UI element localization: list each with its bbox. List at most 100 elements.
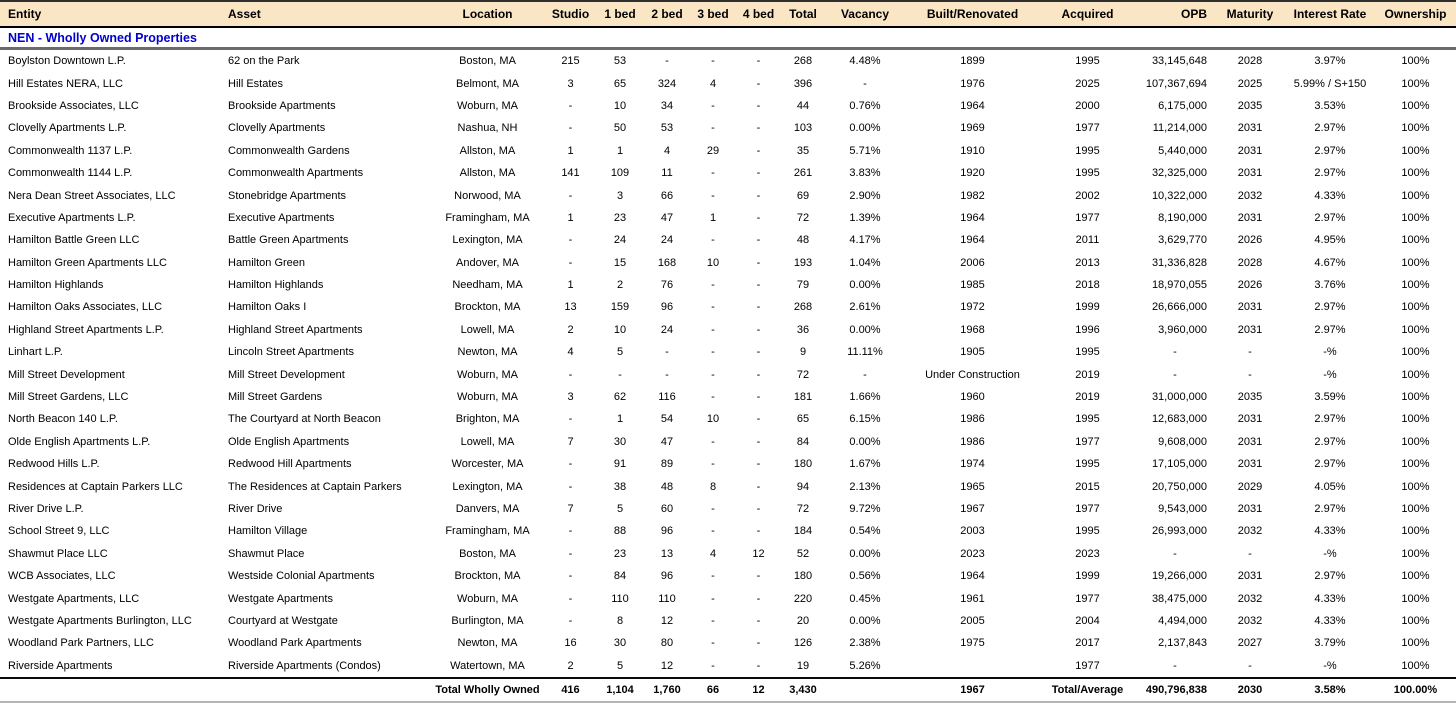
cell-bed3: -	[711, 189, 715, 202]
cell-maturity: -	[1248, 547, 1252, 560]
cell-interest_rate: 2.97%	[1314, 211, 1346, 224]
cell-bed3: -	[711, 368, 715, 381]
cell-studio: 3	[567, 77, 574, 90]
cell-bed1: 109	[610, 167, 630, 180]
cell-bed3: -	[711, 435, 715, 448]
cell-acquired: 1977	[1075, 659, 1100, 672]
cell-ownership: 100%	[1401, 144, 1430, 157]
cell-interest_rate: 4.33%	[1314, 189, 1346, 202]
cell-bed4: -	[756, 279, 761, 292]
cell-ownership: 100%	[1401, 77, 1430, 90]
cell-ownership: 100%	[1401, 592, 1430, 605]
cell-studio: 1	[567, 144, 574, 157]
cell-location: Boston, MA	[459, 547, 516, 560]
cell-location: Woburn, MA	[457, 99, 518, 112]
cell-bed1: 10	[613, 99, 627, 112]
cell-vacancy: 1.67%	[849, 458, 881, 471]
cell-interest_rate: 3.97%	[1314, 55, 1346, 68]
cell-entity: WCB Associates, LLC	[8, 570, 116, 583]
cell-built_renovated: 1967	[960, 503, 985, 515]
cell-built_renovated: 1965	[960, 480, 985, 493]
cell-vacancy: 0.00%	[849, 323, 881, 336]
cell-bed2: 12	[660, 614, 674, 627]
cell-bed1: 50	[613, 122, 627, 135]
cell-total: 35	[796, 144, 810, 157]
cell-total: 44	[796, 99, 810, 112]
cell-interest_rate: 2.97%	[1314, 458, 1346, 471]
cell-ownership: 100%	[1401, 547, 1430, 560]
table-row: Woodland Park Partners, LLC Woodland Park…	[0, 632, 1456, 654]
cell-entity: Hamilton Green Apartments LLC	[8, 256, 167, 269]
cell-bed4: -	[756, 211, 761, 224]
cell-bed4: -	[756, 256, 761, 269]
cell-location: Needham, MA	[452, 279, 523, 292]
cell-total: 180	[793, 458, 813, 471]
cell-opb: 12,683,000	[1151, 413, 1207, 426]
cell-asset: Commonwealth Gardens	[228, 144, 350, 157]
cell-opb: -	[1173, 346, 1177, 359]
cell-bed3: 8	[709, 480, 717, 493]
cell-total: 268	[793, 55, 813, 68]
cell-asset: Executive Apartments	[228, 211, 335, 224]
cell-opb: 38,475,000	[1151, 592, 1207, 605]
cell-built_renovated: 1967	[905, 676, 1040, 703]
cell-bed2: 24	[660, 323, 674, 336]
column-header-asset: Asset	[220, 0, 430, 28]
column-header-entity: Entity	[0, 0, 220, 28]
column-header-maturity: Maturity	[1215, 0, 1285, 28]
cell-interest_rate: 2.97%	[1314, 301, 1346, 314]
cell-ownership: 100%	[1401, 413, 1430, 426]
cell-bed3: -	[711, 323, 715, 336]
cell-bed4: -	[756, 55, 761, 68]
cell-built_renovated: 1964	[960, 570, 985, 583]
cell-vacancy: 5.26%	[849, 659, 881, 672]
cell-interest_rate: -%	[1323, 659, 1337, 672]
cell-built_renovated: 1982	[960, 189, 985, 202]
cell-entity: Residences at Captain Parkers LLC	[8, 480, 183, 493]
cell-bed4: -	[756, 503, 761, 515]
cell-studio: 1	[567, 211, 574, 224]
cell-location: Lowell, MA	[460, 323, 515, 336]
cell-total: 65	[796, 413, 810, 426]
cell-entity: School Street 9, LLC	[8, 525, 110, 538]
cell-studio: 1	[567, 279, 574, 292]
cell-acquired: 2023	[1075, 547, 1100, 560]
cell-entity: Woodland Park Partners, LLC	[8, 637, 154, 650]
cell-location: Norwood, MA	[454, 189, 521, 202]
cell-built_renovated: 1974	[960, 458, 985, 471]
column-header-location: Location	[430, 0, 545, 28]
table-row: Linhart L.P. Lincoln Street Apartments New…	[0, 341, 1456, 363]
cell-vacancy: 1.04%	[849, 256, 881, 269]
cell-location: Newton, MA	[457, 346, 518, 359]
cell-studio: -	[568, 570, 573, 583]
column-header-ownership: Ownership	[1375, 0, 1456, 28]
cell-ownership: 100%	[1401, 323, 1430, 336]
cell-maturity: 2026	[1237, 234, 1263, 247]
cell-bed4: -	[756, 323, 761, 336]
cell-studio: -	[568, 368, 573, 381]
cell-bed4: -	[756, 659, 761, 672]
cell-built_renovated: 2006	[960, 256, 985, 269]
cell-ownership: 100%	[1401, 167, 1430, 180]
cell-entity: Olde English Apartments L.P.	[8, 435, 151, 448]
cell-asset: Commonwealth Apartments	[228, 167, 364, 180]
cell-total: 193	[793, 256, 813, 269]
cell-interest_rate: 3.53%	[1314, 99, 1346, 112]
cell-ownership: 100%	[1401, 99, 1430, 112]
cell-opb: 9,608,000	[1158, 435, 1207, 448]
cell-interest_rate: 3.58%	[1285, 676, 1375, 703]
table-row: Hill Estates NERA, LLC Hill Estates Belmon…	[0, 72, 1456, 94]
cell-vacancy: 9.72%	[849, 503, 881, 515]
cell-studio: -	[568, 413, 573, 426]
cell-interest_rate: 4.95%	[1314, 234, 1346, 247]
cell-asset: Hill Estates	[228, 77, 284, 90]
cell-vacancy: 2.13%	[849, 480, 881, 493]
cell-ownership: 100%	[1401, 55, 1430, 68]
cell-vacancy: 4.48%	[849, 55, 881, 68]
cell-acquired: 1977	[1075, 592, 1100, 605]
cell-studio: -	[568, 99, 573, 112]
cell-interest_rate: 5.99% / S+150	[1293, 77, 1367, 90]
cell-entity: Shawmut Place LLC	[8, 547, 108, 560]
cell-maturity: 2027	[1237, 637, 1263, 650]
